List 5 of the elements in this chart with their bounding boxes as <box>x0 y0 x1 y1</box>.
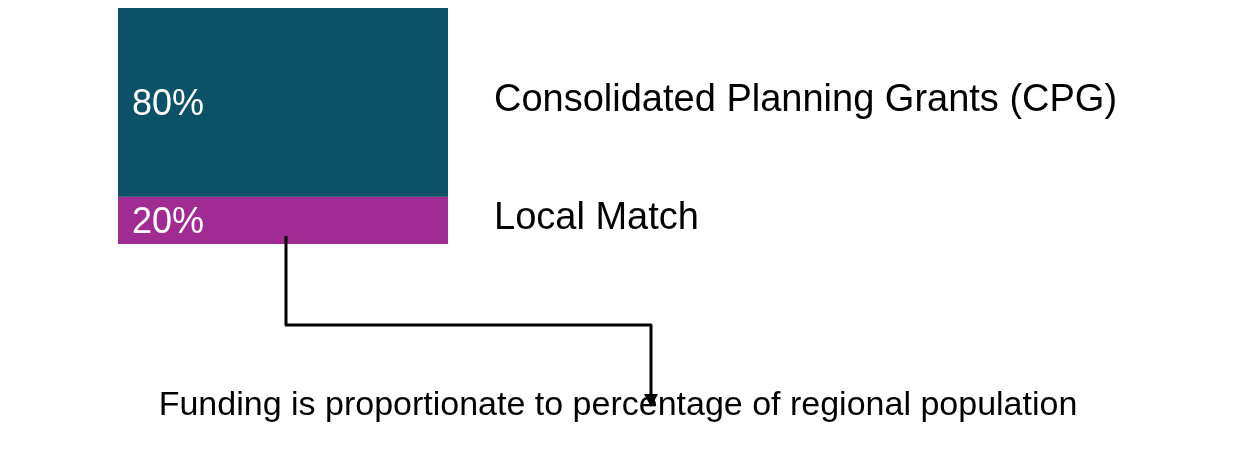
series-label: Consolidated Planning Grants (CPG) <box>494 77 1118 120</box>
data-label: 80% <box>132 82 205 124</box>
text: Funding is proportionate to percentage of regional population <box>157 384 1079 423</box>
series-label: Local Match <box>494 195 699 238</box>
data-label: 20% <box>132 200 205 242</box>
